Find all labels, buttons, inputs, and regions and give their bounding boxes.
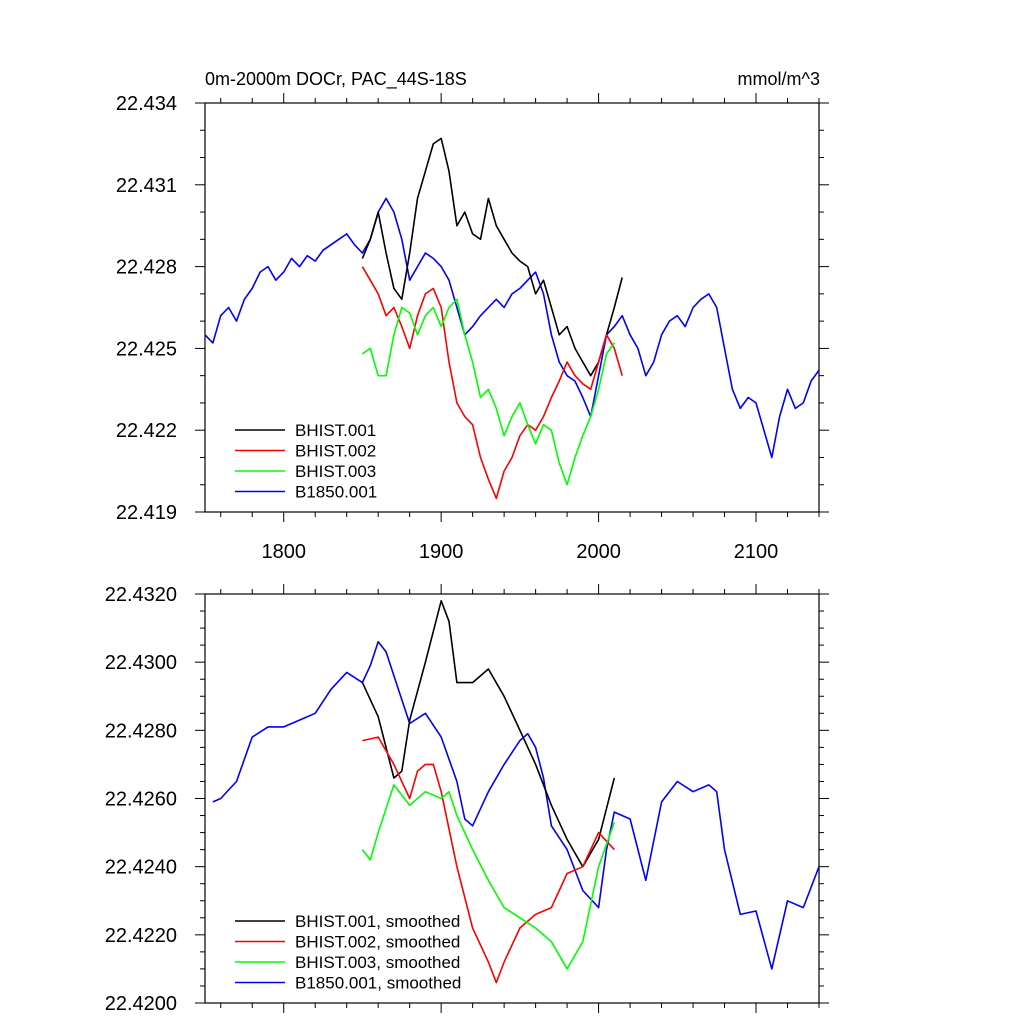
legend-label: BHIST.003, smoothed bbox=[295, 953, 460, 972]
y-tick-label: 22.4320 bbox=[105, 584, 177, 606]
bottom-plot-area: 22.4200 22.4220 22.4240 22.4260 22.4280 22.43… bbox=[105, 584, 829, 1015]
series-line-b1850-001-smoothed bbox=[212, 640, 819, 970]
y-tick-label: 22.4220 bbox=[105, 925, 177, 947]
legend-label: B1850.001, smoothed bbox=[295, 974, 461, 993]
legend-label: BHIST.001 bbox=[295, 421, 376, 440]
x-tick-label: 1800 bbox=[261, 541, 306, 563]
y-tick-label: 22.4240 bbox=[105, 857, 177, 879]
series-line-bhist-002 bbox=[361, 266, 623, 500]
legend-label: BHIST.001, smoothed bbox=[295, 912, 460, 931]
y-tick-label: 22.4260 bbox=[105, 789, 177, 811]
legend-label: BHIST.002, smoothed bbox=[295, 933, 460, 952]
series-line-bhist-003 bbox=[361, 298, 615, 486]
series-group bbox=[205, 137, 819, 500]
x-tick-label: 1900 bbox=[419, 541, 464, 563]
series-line-bhist-001 bbox=[361, 137, 623, 377]
chart-title: 0m-2000m DOCr, PAC_44S-18S bbox=[205, 69, 467, 90]
bottom-chart: 22.4200 22.4220 22.4240 22.4260 22.4280 22.43… bbox=[105, 584, 829, 1015]
x-tick-label: 2100 bbox=[734, 541, 779, 563]
y-tick-label: 22.419 bbox=[116, 502, 177, 524]
legend: BHIST.001, smoothed BHIST.002, smoothedBH… bbox=[235, 912, 461, 993]
legend-label: BHIST.003 bbox=[295, 462, 376, 481]
legend-label: B1850.001 bbox=[295, 483, 377, 502]
y-tick-label: 22.434 bbox=[116, 93, 177, 115]
top-plot-area: 1800 1900 2000 2100 22.419 22.422 22.425 22.428… bbox=[116, 93, 829, 563]
y-tick-label: 22.4300 bbox=[105, 652, 177, 674]
x-tick-label: 2000 bbox=[576, 541, 621, 563]
series-line-bhist-001-smoothed bbox=[361, 599, 616, 868]
plot-frame bbox=[204, 102, 820, 513]
top-chart: 0m-2000m DOCr, PAC_44S-18S mmol/m^3 1800… bbox=[116, 69, 829, 563]
y-tick-label: 22.4200 bbox=[105, 993, 177, 1015]
series-line-bhist-003-smoothed bbox=[361, 784, 616, 970]
series-group bbox=[212, 599, 819, 984]
units-label: mmol/m^3 bbox=[738, 69, 820, 89]
y-tick-label: 22.4280 bbox=[105, 720, 177, 742]
series-line-b1850-001 bbox=[205, 197, 819, 459]
y-tick-label: 22.422 bbox=[116, 420, 177, 442]
y-tick-label: 22.428 bbox=[116, 257, 177, 279]
legend-label: BHIST.002 bbox=[295, 442, 376, 461]
y-tick-label: 22.425 bbox=[116, 338, 177, 360]
y-tick-label: 22.431 bbox=[116, 175, 177, 197]
series-line-bhist-002-smoothed bbox=[362, 736, 615, 984]
